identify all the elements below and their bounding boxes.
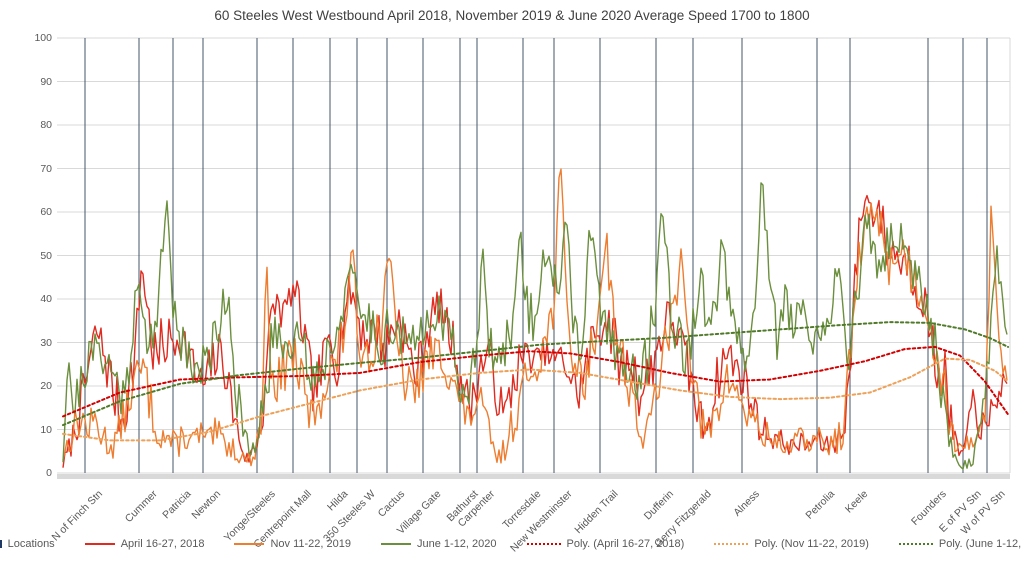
legend-label: June 1-12, 2020	[417, 538, 497, 550]
series-line-june-2020	[62, 182, 1008, 470]
y-axis-tick-label: 100	[34, 32, 52, 44]
y-axis-tick-label: 80	[40, 119, 52, 131]
x-axis-baseline	[57, 474, 1010, 479]
legend-swatch-line-icon	[234, 543, 265, 545]
legend-swatch-line-icon	[381, 543, 411, 545]
trendline-poly-june-2020	[62, 321, 1009, 427]
legend-swatch-dotted-icon	[898, 543, 933, 545]
legend-item[interactable]: Poly. (June 1-12, 2020)	[898, 538, 1024, 550]
legend-label: Locations	[7, 538, 55, 550]
legend-label: Poly. (Nov 11-22, 2019)	[754, 538, 869, 550]
chart-title: 60 Steeles West Westbound April 2018, No…	[214, 8, 810, 23]
chart-legend: Locations April 16-27, 2018 Nov 11-22, 201…	[0, 538, 1024, 550]
y-axis-tick-label: 40	[40, 293, 52, 305]
legend-label: Poly. (April 16-27, 2018)	[566, 538, 685, 550]
legend-label: Nov 11-22, 2019	[270, 538, 351, 550]
trendline-poly-nov-2019	[62, 357, 1009, 442]
y-axis-tick-label: 90	[40, 75, 52, 88]
trendline-poly-april-2018	[62, 345, 1009, 418]
y-axis-tick-label: 50	[40, 249, 52, 262]
legend-swatch-line-icon	[84, 543, 115, 545]
legend-label: April 16-27, 2018	[120, 538, 205, 550]
y-axis-tick-label: 10	[40, 423, 52, 436]
legend-label: Poly. (June 1-12, 2020)	[938, 538, 1024, 550]
legend-item[interactable]: Poly. (April 16-27, 2018)	[526, 538, 685, 550]
y-axis-tick-label: 0	[46, 467, 52, 479]
legend-swatch-bar-icon	[0, 540, 2, 548]
y-axis-tick-label: 70	[40, 162, 52, 175]
legend-item[interactable]: Nov 11-22, 2019	[234, 538, 351, 550]
legend-item[interactable]: Locations	[0, 538, 55, 550]
legend-swatch-dotted-icon	[714, 543, 749, 545]
y-axis-tick-label: 60	[40, 206, 52, 218]
series-line-nov-2019	[62, 168, 1008, 467]
y-axis-tick-label: 20	[40, 380, 52, 392]
y-axis-tick-label: 30	[40, 336, 52, 349]
legend-item[interactable]: April 16-27, 2018	[84, 538, 205, 550]
legend-swatch-dotted-icon	[526, 543, 561, 545]
legend-item[interactable]: June 1-12, 2020	[381, 538, 497, 550]
legend-item[interactable]: Poly. (Nov 11-22, 2019)	[714, 538, 869, 550]
series-line-april-2018	[62, 194, 1008, 468]
